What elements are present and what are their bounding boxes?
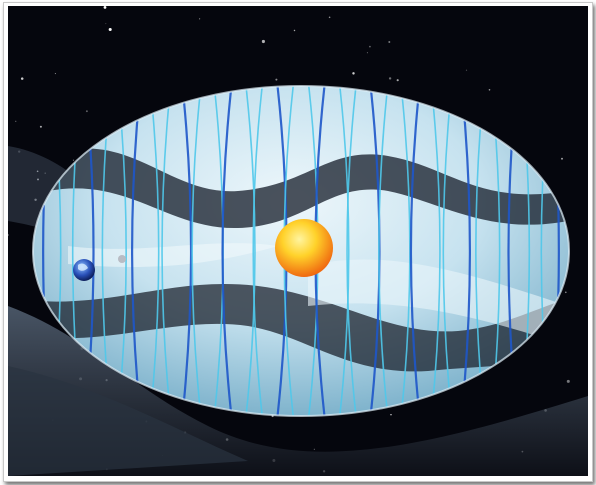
illustration-canvas — [8, 6, 588, 476]
field-line — [475, 128, 482, 374]
field-line — [152, 113, 160, 389]
star-icon — [275, 78, 278, 81]
star-icon — [15, 120, 17, 122]
star-icon — [390, 414, 392, 416]
star-icon — [388, 41, 391, 43]
star-icon — [103, 6, 107, 9]
field-line — [58, 179, 62, 323]
image-frame — [3, 2, 593, 482]
star-icon — [313, 448, 315, 450]
field-line — [120, 128, 127, 374]
plasma-wisp — [8, 366, 248, 476]
star-icon — [566, 379, 570, 383]
star-icon — [8, 234, 10, 236]
star-icon — [293, 29, 296, 32]
field-line — [495, 137, 501, 365]
field-line — [131, 120, 139, 382]
star-icon — [561, 157, 563, 160]
bubble-interior — [38, 86, 569, 416]
star-icon — [85, 110, 88, 113]
moon-icon — [118, 255, 126, 263]
star-icon — [396, 79, 399, 82]
star-icon — [352, 72, 355, 75]
heliosphere-illustration — [8, 6, 588, 476]
star-icon — [108, 27, 112, 32]
field-line — [378, 94, 388, 408]
field-line — [42, 204, 45, 298]
field-line — [409, 102, 419, 400]
earth-cloud — [78, 263, 88, 271]
dark-band-upper — [48, 148, 568, 229]
field-line — [161, 107, 170, 395]
field-line — [507, 148, 513, 354]
field-line — [526, 162, 531, 340]
field-line — [557, 204, 560, 298]
bright-band — [308, 259, 568, 346]
star-icon — [369, 45, 371, 48]
field-line — [221, 91, 232, 411]
star-icon — [105, 23, 107, 25]
field-line — [252, 87, 263, 415]
field-line — [183, 102, 193, 400]
sun-icon — [275, 219, 333, 277]
field-line — [463, 120, 471, 382]
star-icon — [72, 159, 74, 161]
dark-band-lower — [38, 283, 569, 372]
star-icon — [366, 52, 368, 54]
star-icon — [199, 18, 201, 20]
field-line — [89, 148, 95, 354]
star-icon — [20, 77, 24, 80]
star-icon — [328, 16, 331, 19]
star-icon — [465, 69, 468, 71]
field-line — [101, 137, 107, 365]
star-icon — [261, 39, 265, 44]
field-line — [432, 107, 441, 395]
bubble-rim — [32, 85, 570, 417]
star-icon — [54, 73, 56, 75]
star-icon — [565, 291, 567, 294]
field-line — [346, 89, 357, 413]
star-icon — [488, 88, 491, 91]
field-line — [245, 89, 256, 413]
field-line — [191, 98, 201, 404]
star-icon — [388, 77, 392, 80]
field-line — [540, 179, 544, 323]
field-line — [71, 162, 76, 340]
field-line — [442, 113, 450, 389]
field-line — [339, 87, 350, 415]
star-icon — [39, 125, 42, 128]
